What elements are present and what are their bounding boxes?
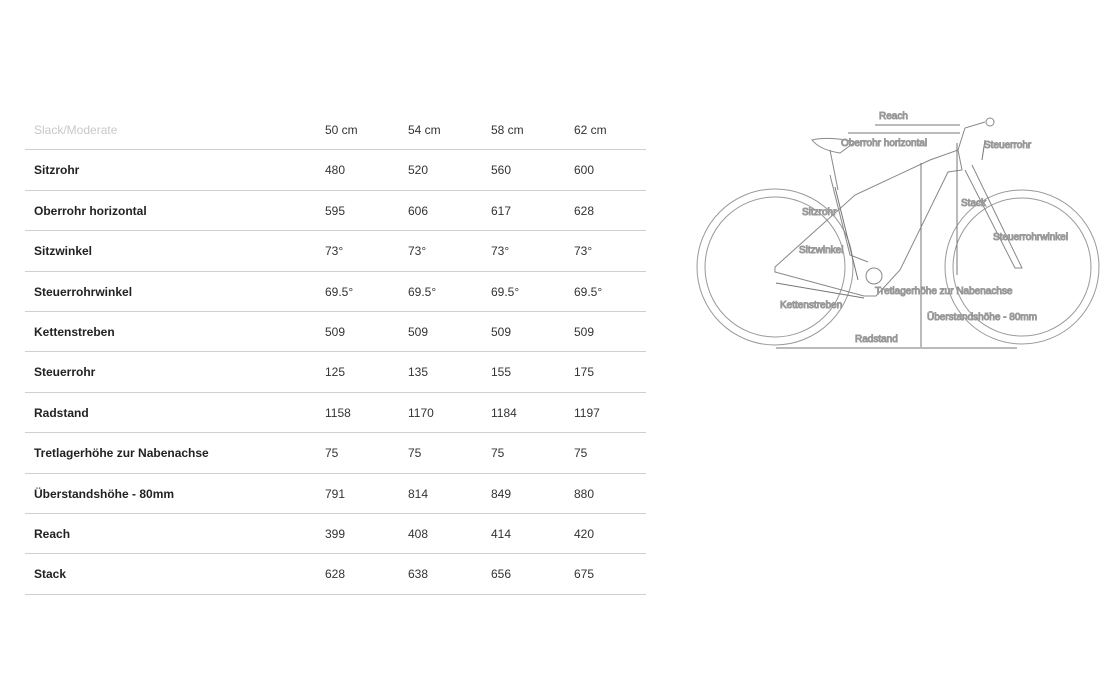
label-steuerrohr: Steuerrohr (984, 140, 1032, 151)
cell-value: 69.5° (491, 284, 520, 299)
label-radstand: Radstand (855, 334, 898, 345)
cell-value: 1158 (325, 405, 351, 420)
cell-value: 125 (325, 365, 346, 380)
cell-value: 75 (574, 446, 588, 461)
cell-value: 399 (325, 526, 346, 541)
cell-value: 628 (574, 203, 595, 218)
label-stack: Stack (961, 198, 987, 209)
table-row: Stack 628 638 656 675 (25, 554, 646, 595)
cell-value: 69.5° (325, 284, 354, 299)
row-label: Oberrohr horizontal (34, 203, 147, 218)
cell-value: 408 (408, 526, 429, 541)
label-sitzwinkel: Sitzwinkel (799, 245, 843, 256)
row-label: Reach (34, 526, 71, 541)
cell-value: 656 (491, 567, 512, 582)
label-tretlager: Tretlagerhöhe zur Nabenachse (875, 286, 1013, 297)
cell-value: 675 (574, 567, 595, 582)
cell-value: 814 (408, 486, 429, 501)
cell-value: 791 (325, 486, 346, 501)
table-row: Überstandshöhe - 80mm 791 814 849 880 (25, 474, 646, 514)
cell-value: 480 (325, 163, 346, 178)
table-row: Tretlagerhöhe zur Nabenachse 75 75 75 75 (25, 433, 646, 474)
cell-value: 1197 (574, 405, 600, 420)
cell-value: 628 (325, 567, 346, 582)
header-label: Slack/Moderate (34, 123, 118, 137)
row-label: Steuerrohr (34, 365, 96, 380)
cell-value: 69.5° (408, 284, 437, 299)
label-sitzrohr: Sitzrohr (802, 207, 837, 218)
label-oberrohr: Oberrohr horizontal (841, 138, 927, 149)
table-row: Reach 399 408 414 420 (25, 514, 646, 555)
row-label: Überstandshöhe - 80mm (34, 486, 175, 501)
cell-value: 606 (408, 203, 429, 218)
cell-value: 155 (491, 365, 512, 380)
size-header: 62 cm (574, 123, 607, 137)
cell-value: 420 (574, 526, 595, 541)
size-header: 54 cm (408, 123, 441, 137)
dimension-lines (775, 124, 1017, 349)
cell-value: 73° (574, 244, 593, 259)
cell-value: 69.5° (574, 284, 603, 299)
cell-value: 73° (325, 244, 344, 259)
row-label: Tretlagerhöhe zur Nabenachse (34, 446, 209, 461)
cell-value: 617 (491, 203, 512, 218)
label-steuerrohrwinkel: Steuerrohrwinkel (993, 232, 1068, 243)
size-header: 50 cm (325, 123, 358, 137)
cell-value: 73° (408, 244, 427, 259)
bike-frame (774, 117, 1023, 297)
row-label: Kettenstreben (34, 324, 115, 339)
cell-value: 1170 (408, 405, 434, 420)
geometry-table: Slack/Moderate 50 cm 54 cm 58 cm 62 cm S… (25, 110, 646, 595)
label-kettenstreben: Kettenstreben (780, 300, 842, 311)
cell-value: 414 (491, 526, 512, 541)
cell-value: 1184 (491, 405, 517, 420)
table-row: Steuerrohrwinkel 69.5° 69.5° 69.5° 69.5° (25, 272, 646, 312)
front-wheel (944, 189, 1100, 345)
table-row: Kettenstreben 509 509 509 509 (25, 312, 646, 353)
row-label: Stack (34, 567, 67, 582)
cell-value: 75 (408, 446, 422, 461)
cell-value: 75 (325, 446, 339, 461)
cell-value: 135 (408, 365, 429, 380)
cell-value: 880 (574, 486, 595, 501)
table-header: Slack/Moderate 50 cm 54 cm 58 cm 62 cm (25, 110, 646, 151)
cell-value: 509 (325, 324, 346, 339)
cell-value: 509 (408, 324, 429, 339)
cell-value: 509 (574, 324, 595, 339)
cell-value: 849 (491, 486, 512, 501)
cell-value: 73° (491, 244, 510, 259)
table-row: Steuerrohr 125 135 155 175 (25, 352, 646, 393)
table-row: Sitzwinkel 73° 73° 73° 73° (25, 231, 646, 272)
cell-value: 175 (574, 365, 595, 380)
row-label: Steuerrohrwinkel (34, 284, 133, 299)
row-label: Sitzrohr (34, 163, 80, 178)
cell-value: 638 (408, 567, 429, 582)
row-label: Sitzwinkel (34, 244, 93, 259)
rear-wheel (696, 188, 854, 346)
table-row: Radstand 1158 1170 1184 1197 (25, 393, 646, 434)
row-label: Radstand (34, 405, 89, 420)
table-row: Sitzrohr 480 520 560 600 (25, 150, 646, 191)
cell-value: 509 (491, 324, 512, 339)
cell-value: 600 (574, 163, 595, 178)
label-reach: Reach (879, 111, 908, 122)
cell-value: 75 (491, 446, 505, 461)
cell-value: 560 (491, 163, 512, 178)
table-row: Oberrohr horizontal 595 606 617 628 (25, 191, 646, 232)
cell-value: 520 (408, 163, 429, 178)
label-ueberstand: Überstandshöhe - 80mm (927, 311, 1037, 323)
cell-value: 595 (325, 203, 346, 218)
size-header: 58 cm (491, 123, 524, 137)
